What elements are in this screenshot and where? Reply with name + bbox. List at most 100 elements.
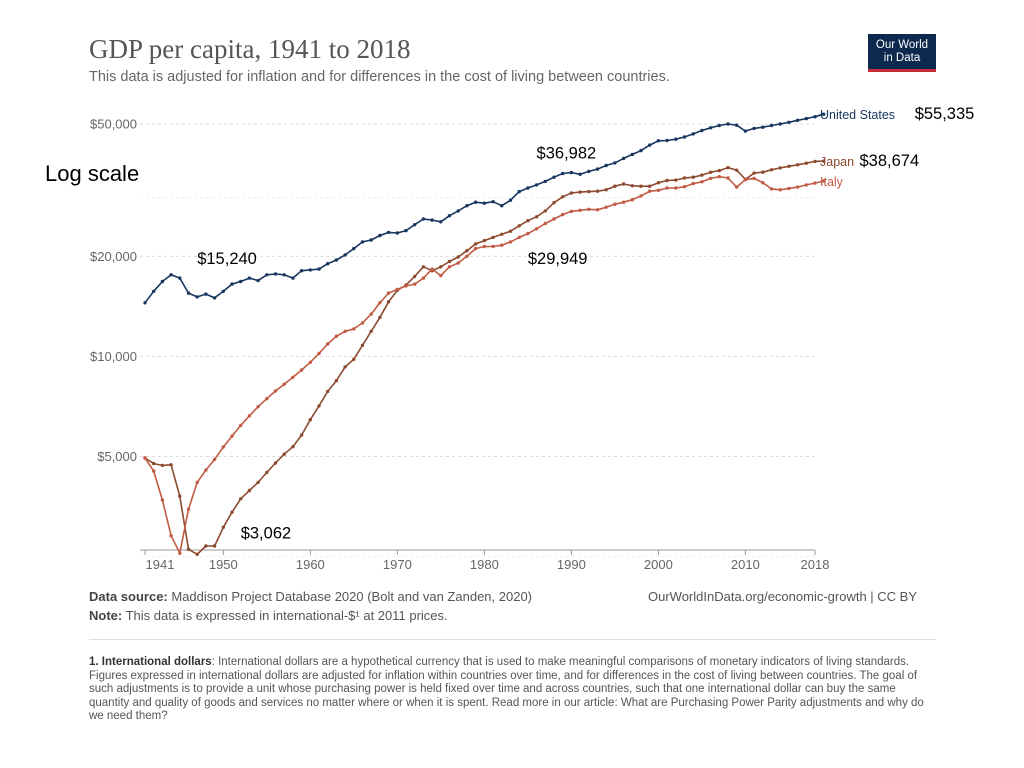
data-point: [447, 214, 452, 218]
data-point: [648, 189, 652, 193]
data-point: [195, 552, 199, 556]
data-point: [282, 382, 286, 386]
data-point: [595, 167, 600, 171]
data-point: [195, 480, 199, 485]
data-point: [413, 274, 417, 279]
x-tick-label: 2018: [801, 557, 830, 572]
value-annotation: $38,674: [860, 152, 920, 170]
data-point: [578, 172, 582, 176]
data-point: [569, 209, 574, 214]
data-point: [795, 163, 800, 167]
footnote-label: 1. International dollars: [89, 656, 212, 668]
data-point: [552, 217, 556, 221]
series-label: United States: [820, 108, 895, 122]
data-point: [665, 178, 669, 183]
data-point: [447, 259, 452, 264]
data-point: [343, 365, 347, 369]
x-tick-label: 2010: [731, 557, 760, 572]
data-point: [752, 176, 756, 181]
value-annotation: $3,062: [241, 525, 291, 543]
data-point: [534, 183, 539, 187]
data-point: [552, 201, 556, 205]
x-tick-label: 2000: [644, 557, 673, 572]
data-point: [778, 166, 782, 170]
data-source-label: Data source:: [89, 589, 168, 604]
data-point: [517, 189, 521, 194]
data-point: [343, 329, 347, 333]
data-point: [517, 224, 521, 228]
data-point: [735, 168, 739, 172]
data-point: [152, 469, 156, 473]
data-point: [204, 292, 208, 296]
note-text: This data is expressed in international-…: [125, 608, 448, 623]
data-point: [247, 414, 252, 418]
data-point: [317, 404, 321, 408]
data-point: [413, 282, 417, 286]
data-point: [708, 176, 713, 181]
data-point: [386, 291, 391, 295]
data-point: [212, 544, 217, 548]
data-point: [569, 191, 574, 195]
note-label: Note:: [89, 608, 123, 623]
data-point: [743, 178, 748, 182]
data-point: [621, 200, 626, 204]
data-point: [360, 321, 365, 325]
data-point: [178, 276, 182, 280]
series-line: [144, 175, 824, 555]
data-source-text[interactable]: Maddison Project Database 2020 (Bolt and…: [171, 589, 532, 604]
data-point: [482, 244, 487, 249]
data-point: [360, 240, 365, 244]
data-point: [256, 480, 260, 485]
data-point: [456, 261, 460, 265]
gdp-line-chart: $5,000 $10,000 $20,000 $50,000 1941 1950 1960 1…: [90, 105, 974, 572]
data-point: [326, 389, 330, 394]
data-point: [604, 188, 608, 192]
data-point: [360, 343, 365, 347]
data-point: [639, 184, 643, 188]
data-point: [587, 189, 591, 194]
data-point: [334, 334, 339, 338]
data-point: [700, 180, 704, 184]
data-point: [404, 284, 408, 288]
data-point: [439, 220, 443, 224]
credit-link[interactable]: OurWorldInData.org/economic-growth | CC …: [648, 589, 918, 604]
data-point: [752, 126, 756, 131]
data-point: [160, 463, 165, 468]
data-point: [778, 122, 782, 126]
series-label: Japan: [820, 155, 854, 169]
data-point: [491, 235, 495, 240]
value-annotation: $15,240: [197, 250, 257, 268]
data-point: [421, 217, 426, 221]
data-point: [500, 243, 504, 247]
footnote: 1. International dollars: International …: [89, 656, 929, 724]
data-point: [308, 360, 312, 364]
data-point: [334, 258, 339, 262]
data-point: [395, 231, 399, 235]
data-point: [708, 126, 713, 130]
x-tick-label: 1990: [557, 557, 586, 572]
chart-subtitle: This data is adjusted for inflation and …: [89, 69, 670, 85]
data-point: [326, 342, 330, 346]
data-point: [473, 200, 478, 204]
data-note: Note: This data is expressed in internat…: [89, 608, 448, 623]
data-point: [152, 289, 156, 293]
owid-logo[interactable]: Our World in Data: [868, 34, 936, 72]
data-point: [717, 168, 721, 173]
y-tick-label: $20,000: [90, 249, 137, 264]
data-point: [178, 494, 182, 498]
data-point: [604, 205, 608, 209]
chart-title: GDP per capita, 1941 to 2018: [89, 34, 411, 64]
data-point: [674, 186, 678, 190]
data-point: [439, 265, 443, 269]
data-point: [717, 123, 721, 128]
data-point: [665, 138, 669, 143]
data-point: [352, 357, 356, 361]
data-point: [299, 269, 304, 273]
data-point: [656, 188, 661, 192]
data-point: [735, 185, 739, 189]
data-point: [587, 207, 591, 211]
data-point: [630, 184, 634, 188]
data-point: [308, 418, 312, 422]
data-point: [143, 301, 147, 305]
data-point: [482, 238, 487, 243]
